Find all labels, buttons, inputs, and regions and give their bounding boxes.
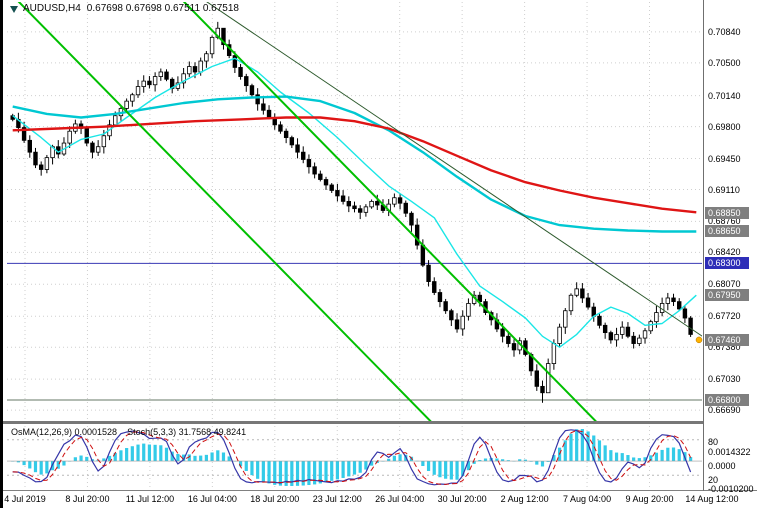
indicator-axis-label: -0.0010200 [708, 483, 754, 494]
symbol-marker-icon [10, 6, 18, 13]
price-tag: 0.68650 [705, 225, 749, 238]
price-tick: 0.69800 [708, 121, 741, 132]
trendline-endpoint-marker [695, 336, 703, 344]
indicator-axis-label: 0.0000 [708, 460, 736, 471]
price-tick: 0.67380 [708, 342, 741, 353]
time-axis-label: 4 Jul 2019 [4, 494, 46, 504]
grid-layer [7, 2, 702, 489]
price-tick: 0.66690 [708, 405, 741, 416]
time-axis-label: 11 Jul 12:00 [125, 494, 175, 504]
price-tick: 0.68070 [708, 279, 741, 290]
time-axis-label: 7 Aug 04:00 [563, 494, 612, 504]
price-tick: 0.68760 [708, 216, 741, 227]
price-tick: 0.70500 [708, 57, 741, 68]
price-tick: 0.67720 [708, 311, 741, 322]
chart-title: AUDUSD,H4 0.67698 0.67698 0.67511 0.67518 [23, 3, 245, 14]
panel-divider[interactable] [3, 421, 704, 424]
price-tick: 0.69450 [708, 153, 741, 164]
price-tick: 0.68420 [708, 247, 741, 258]
price-tag: 0.67950 [705, 289, 749, 302]
indicator-axis-label: 0.0014322 [708, 446, 751, 457]
stoch-label: Stoch(5,3,3) 31.7568 49.8241 [127, 427, 247, 437]
green-channel-line-2[interactable] [3, 0, 757, 508]
time-axis-label: 26 Jul 04:00 [375, 494, 425, 504]
price-tick: 0.67030 [708, 374, 741, 385]
price-tag-resistance-level: 0.68300 [705, 257, 749, 270]
stoch-k-line [12, 429, 692, 486]
price-tag-support-level: 0.66800 [705, 394, 749, 407]
ohlc-values-label: 0.67698 0.67698 0.67511 0.67518 [86, 3, 239, 14]
ma-fast-cyan[interactable] [12, 57, 697, 348]
time-axis-label: 2 Aug 12:00 [500, 494, 549, 504]
indicator-header: OsMA(12,26,9) 0.0001528 Stoch(5,3,3) 31.7… [11, 427, 256, 437]
indicator-axis-label: 20 [708, 475, 719, 486]
time-axis-label: 16 Jul 04:00 [187, 494, 237, 504]
time-axis-label: 23 Jul 12:00 [312, 494, 362, 504]
price-tick: 0.70840 [708, 26, 741, 37]
time-axis-label: 14 Aug 12:00 [685, 494, 739, 504]
symbol-period-label: AUDUSD,H4 [23, 3, 81, 14]
time-axis-label: 8 Jul 20:00 [65, 494, 110, 504]
ma-slow-red[interactable] [12, 116, 697, 214]
horizontal-level-lines[interactable] [7, 262, 702, 401]
price-chart-canvas[interactable] [3, 0, 757, 508]
time-axis-label: 30 Jul 20:00 [437, 494, 487, 504]
green-channel-line-1[interactable] [3, 0, 757, 508]
price-tag-current: 0.67460 [705, 333, 749, 346]
thin-dark-trendline[interactable] [3, 0, 757, 508]
osma-label: OsMA(12,26,9) 0.0001528 [11, 427, 118, 437]
price-tag: 0.68850 [705, 207, 749, 220]
price-tick: 0.69110 [708, 184, 740, 195]
candlesticks [10, 21, 693, 403]
indicator-axis-label: 80 [708, 436, 719, 447]
time-axis-label: 9 Aug 20:00 [625, 494, 674, 504]
osma-histogram [7, 429, 702, 486]
price-tick: 0.70140 [708, 90, 741, 101]
stoch-d-line [12, 429, 692, 485]
time-axis-label: 18 Jul 20:00 [250, 494, 300, 504]
